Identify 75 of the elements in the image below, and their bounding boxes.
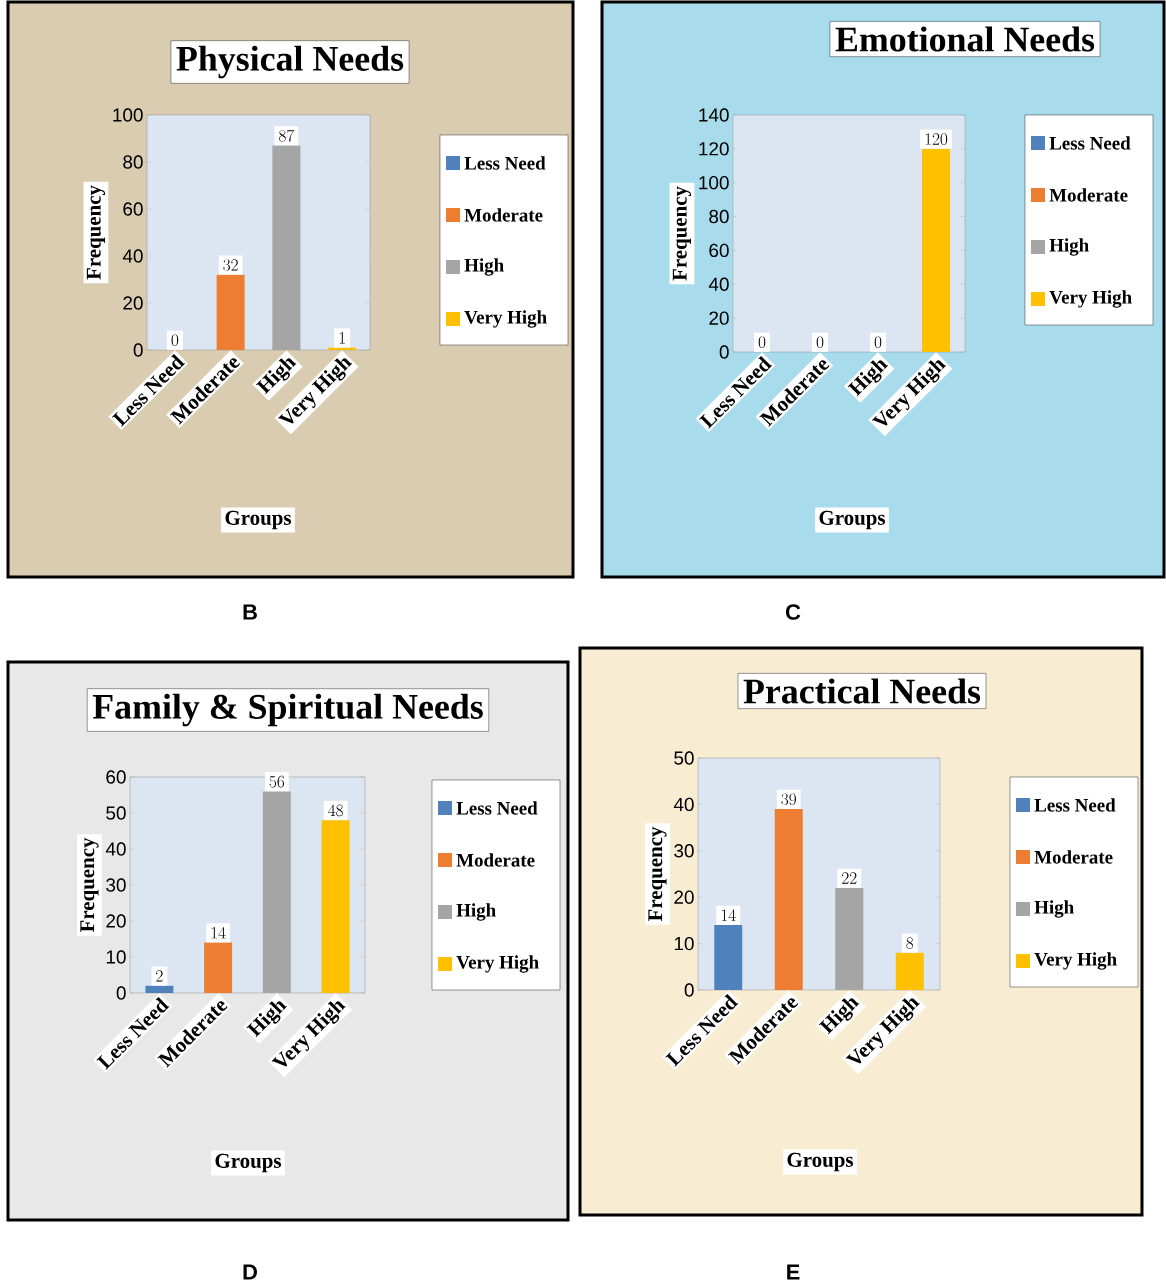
- category-label: Moderate: [456, 853, 535, 867]
- y-tick-label: 30: [106, 878, 126, 892]
- category-label: Moderate: [1049, 188, 1128, 202]
- category-label: High: [1034, 900, 1074, 918]
- data-label: 14: [721, 909, 736, 921]
- y-tick-label: 40: [122, 249, 143, 263]
- data-label: 0: [874, 336, 882, 349]
- data-label: 22: [842, 872, 857, 884]
- y-tick-label: 20: [709, 311, 729, 325]
- y-tick-label: 50: [106, 806, 126, 820]
- data-label: 32: [223, 259, 238, 271]
- category-label: Moderate: [464, 208, 543, 222]
- y-tick-label: 20: [674, 890, 694, 904]
- data-label: 8: [906, 937, 914, 949]
- y-tick-label: 0: [684, 983, 694, 997]
- y-tick-label: 60: [106, 770, 126, 784]
- y-tick-label: 80: [709, 209, 729, 224]
- data-label: 48: [328, 804, 343, 817]
- data-label: 56: [269, 775, 285, 788]
- y-tick-label: 10: [106, 950, 126, 964]
- y-tick-label: 20: [123, 296, 143, 310]
- x-axis-title: Groups: [225, 510, 292, 530]
- y-tick-label: 60: [709, 243, 729, 258]
- y-axis-title: Frequency: [86, 185, 106, 280]
- x-axis-title: Groups: [787, 1152, 854, 1172]
- category-label: Less Need: [464, 156, 546, 170]
- chart-title: Practical Needs: [743, 678, 981, 704]
- y-axis-title: Frequency: [648, 826, 667, 922]
- data-label: 0: [171, 334, 179, 347]
- y-tick-label: 20: [106, 914, 126, 928]
- x-axis-title: Groups: [819, 510, 886, 530]
- y-tick-label: 10: [674, 936, 694, 951]
- data-label: 1: [339, 332, 345, 344]
- y-tick-label: 50: [674, 751, 694, 765]
- category-label: Moderate: [1034, 850, 1113, 864]
- data-label: 120: [925, 133, 948, 145]
- y-tick-label: 40: [708, 277, 729, 291]
- data-label: 87: [279, 129, 295, 142]
- y-tick-label: 140: [699, 108, 729, 122]
- text: B: [243, 604, 257, 620]
- x-axis-title: Groups: [215, 1153, 282, 1173]
- data-label: 39: [781, 793, 796, 806]
- data-label: 0: [758, 336, 766, 349]
- category-label: Less Need: [1034, 798, 1116, 812]
- y-tick-label: 0: [116, 986, 126, 1000]
- y-tick-label: 0: [719, 345, 729, 359]
- data-label: 2: [156, 970, 163, 982]
- category-label: High: [1049, 238, 1089, 256]
- category-label: High: [464, 258, 504, 276]
- y-tick-label: 120: [699, 142, 729, 156]
- y-tick-label: 30: [674, 844, 694, 858]
- y-axis-title: Frequency: [80, 837, 99, 933]
- text: E: [787, 1264, 800, 1280]
- y-tick-label: 0: [133, 343, 143, 357]
- y-tick-label: 60: [123, 202, 143, 216]
- data-label: 14: [211, 926, 226, 939]
- category-label: Very High: [1049, 290, 1132, 308]
- category-label: Less Need: [456, 801, 538, 815]
- y-tick-label: 100: [113, 108, 143, 122]
- chart-title: Family & Spiritual Needs: [92, 693, 483, 727]
- data-label: 0: [816, 336, 824, 349]
- y-tick-label: 40: [673, 797, 694, 812]
- category-label: Very High: [456, 955, 539, 973]
- y-tick-label: 80: [123, 155, 143, 169]
- y-tick-label: 100: [699, 176, 729, 190]
- category-label: Very High: [464, 310, 547, 328]
- text: C: [785, 604, 801, 620]
- chart-title: Emotional Needs: [835, 26, 1095, 52]
- y-axis-title: Frequency: [672, 186, 692, 281]
- category-label: Very High: [1034, 952, 1117, 970]
- category-label: High: [456, 903, 496, 921]
- category-label: Less Need: [1049, 136, 1131, 150]
- text: D: [243, 1264, 257, 1280]
- y-tick-label: 40: [105, 842, 126, 856]
- chart-title: Physical Needs: [176, 45, 404, 79]
